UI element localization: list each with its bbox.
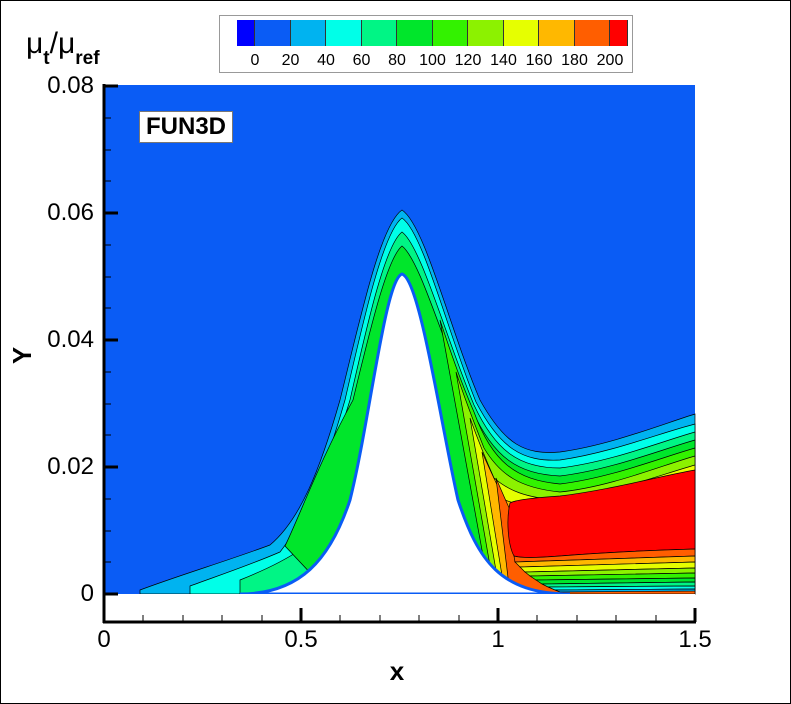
axes — [102, 84, 697, 624]
colorbar-tick-label: 180 — [561, 52, 588, 69]
x-tick-label: 1 — [491, 626, 505, 653]
colorbar-swatch — [539, 20, 575, 46]
colorbar-swatch — [237, 20, 255, 46]
y-tick-label: 0.08 — [47, 72, 94, 99]
colorbar-title: μt/μref — [26, 27, 100, 69]
colorbar-swatch — [255, 20, 291, 46]
colorbar-swatch — [397, 20, 433, 46]
bump-geometry — [239, 272, 571, 596]
colorbar-tick-label: 80 — [388, 52, 406, 69]
colorbar-tick-label: 120 — [454, 52, 482, 69]
colorbar-tick-label: 160 — [525, 52, 553, 69]
colorbar-legend: 0 20 40 60 80 100 120 140 160 180 200 — [219, 15, 633, 73]
subscript-t: t — [43, 48, 50, 69]
colorbar-tick-label: 60 — [352, 52, 371, 69]
colorbar-swatch — [610, 20, 628, 46]
colorbar-tick-label: 100 — [419, 52, 446, 69]
y-tick-label: 0.04 — [47, 326, 94, 353]
divider: / — [49, 27, 58, 60]
colorbar-swatch — [326, 20, 362, 46]
colorbar-swatch — [574, 20, 610, 46]
colorbar-tick-label: 0 — [250, 52, 260, 69]
y-tick-label: 0 — [80, 580, 94, 607]
colorbar-swatch — [432, 20, 468, 46]
y-tick-label: 0.02 — [47, 453, 94, 480]
colorbar-tick-label: 200 — [596, 52, 624, 69]
colorbar-tick-label: 140 — [490, 52, 517, 69]
colorbar-tick-label: 20 — [281, 52, 300, 69]
mu-symbol: μ — [26, 27, 44, 60]
subscript-ref: ref — [75, 48, 100, 69]
colorbar-swatch — [290, 20, 326, 46]
colorbar-tick-label: 40 — [317, 52, 335, 69]
colorbar-swatch — [503, 20, 539, 46]
x-tick-label: 0 — [97, 626, 111, 653]
colorbar-swatch — [361, 20, 397, 46]
x-tick-label: 0.5 — [284, 626, 318, 653]
colorbar-swatch — [468, 20, 504, 46]
mu-symbol: μ — [57, 27, 76, 60]
x-tick-label: 1.5 — [678, 626, 712, 653]
colorbar — [237, 20, 628, 46]
y-tick-label: 0.06 — [47, 199, 94, 226]
x-axis-label: x — [389, 656, 405, 686]
solver-annotation: FUN3D — [139, 111, 234, 143]
y-axis-label: Y — [7, 346, 38, 365]
